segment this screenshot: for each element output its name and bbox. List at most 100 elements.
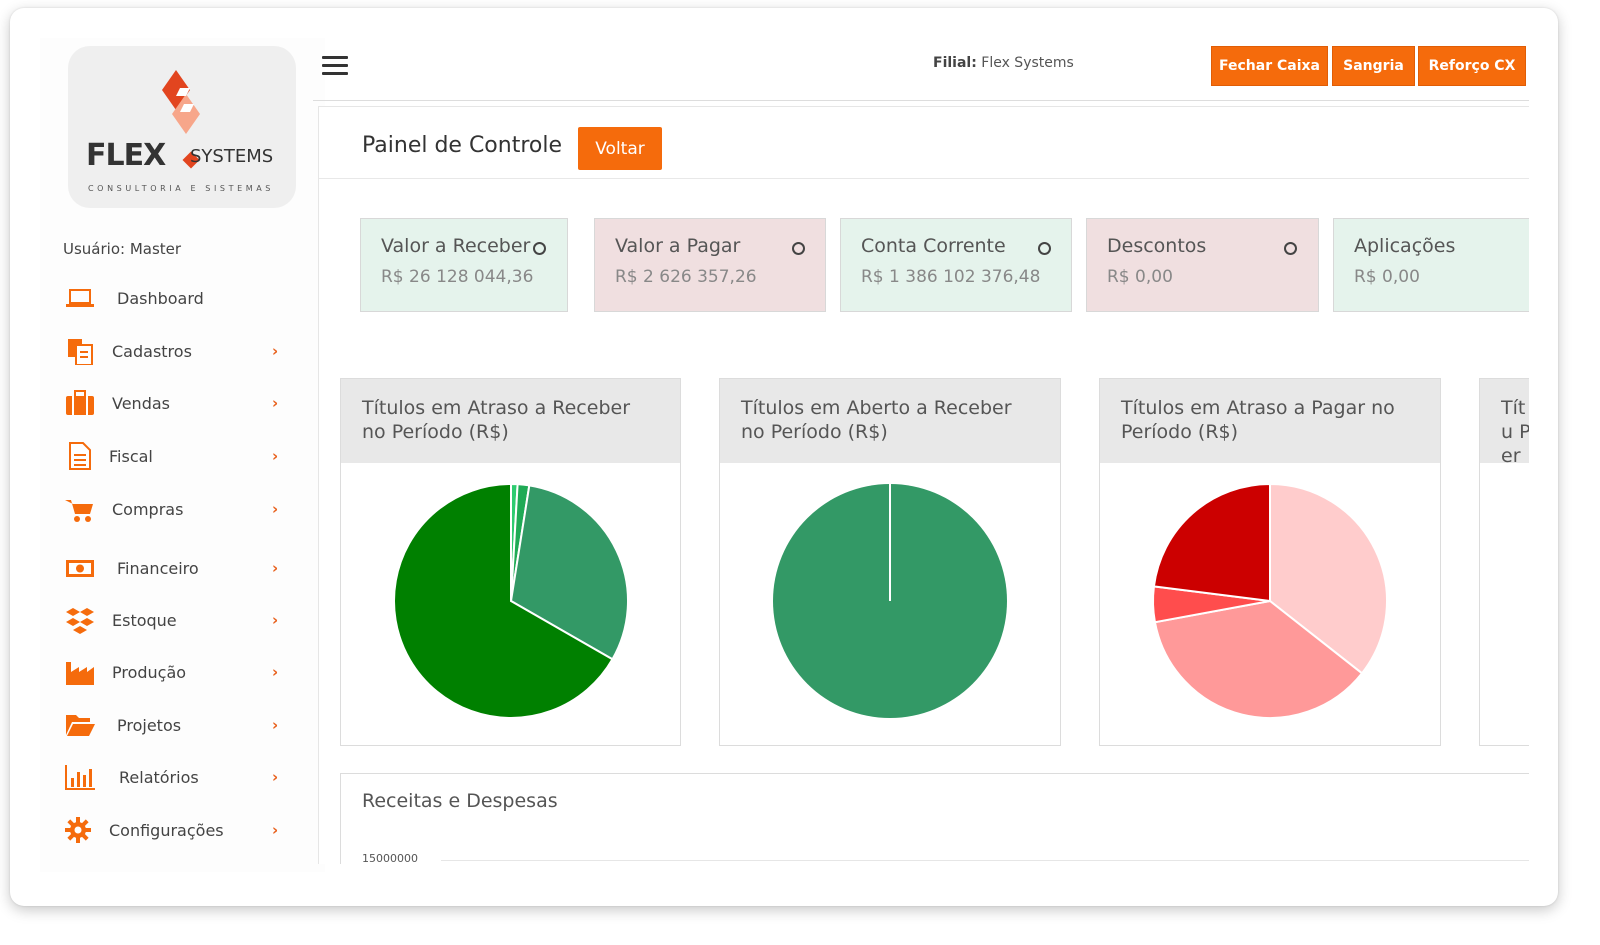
sidebar-item-dashboard[interactable]: Dashboard (40, 278, 300, 318)
stat-value: R$ 26 128 044,36 (381, 267, 534, 287)
cash-reinforcement-button[interactable]: Reforço CX (1418, 46, 1526, 86)
chevron-right-icon: › (272, 447, 279, 465)
stat-title: Conta Corrente (861, 235, 1006, 257)
sidebar-item-cadastros[interactable]: Cadastros › (40, 331, 300, 371)
stat-title: Valor a Pagar (615, 235, 741, 257)
folder-open-icon (66, 715, 95, 736)
back-button[interactable]: Voltar (578, 127, 662, 170)
sidebar-item-vendas[interactable]: Vendas › (40, 383, 300, 423)
withdrawal-button[interactable]: Sangria (1332, 46, 1415, 86)
chevron-right-icon: › (272, 500, 279, 518)
file-text-icon (69, 442, 91, 470)
chart-header: Títu Per (1480, 379, 1529, 467)
logo-tagline: CONSULTORIA E SISTEMAS (88, 184, 274, 193)
pie-slice[interactable] (1152, 482, 1271, 603)
chevron-right-icon: › (272, 716, 279, 734)
info-circle-icon[interactable] (1284, 242, 1297, 255)
chevron-right-icon: › (272, 821, 279, 839)
stat-card-investments[interactable]: Aplicações R$ 0,00 (1333, 218, 1529, 312)
money-icon (66, 560, 94, 577)
gear-icon (65, 817, 91, 843)
stat-card-payable[interactable]: Valor a Pagar R$ 2 626 357,26 (594, 218, 826, 312)
sidebar-item-label: Projetos (117, 715, 182, 735)
stat-value: R$ 1 386 102 376,48 (861, 267, 1041, 287)
sidebar-item-label: Cadastros (112, 341, 192, 361)
sidebar-item-configuracoes[interactable]: Configurações › (40, 810, 300, 850)
sidebar-item-label: Fiscal (109, 446, 153, 466)
branch-indicator: Filial: Flex Systems (933, 55, 1074, 71)
branch-label: Filial: (933, 55, 977, 71)
chart-card-partial: Títu Per (1479, 378, 1529, 746)
sidebar-item-projetos[interactable]: Projetos › (40, 705, 300, 745)
header-divider (313, 100, 1529, 101)
chart-title: Títulos em Atraso a Pagar no Período (R$… (1121, 397, 1395, 443)
user-prefix: Usuário: (63, 240, 126, 258)
chart-header: Títulos em Aberto a Receber no Período (… (720, 379, 1060, 463)
branch-value: Flex Systems (981, 55, 1074, 71)
laptop-icon (66, 289, 94, 307)
sidebar-item-compras[interactable]: Compras › (40, 489, 300, 529)
chart-title: Títulos em Aberto a Receber no Período (… (741, 397, 1012, 443)
boxes-icon (66, 608, 94, 634)
sidebar-item-relatorios[interactable]: Relatórios › (40, 757, 300, 797)
stat-card-discounts[interactable]: Descontos R$ 0,00 (1086, 218, 1319, 312)
logo-word: FLEX (86, 138, 166, 173)
chevron-right-icon: › (272, 768, 279, 786)
briefcase-icon (66, 390, 94, 415)
info-circle-icon[interactable] (792, 242, 805, 255)
stat-card-checking-account[interactable]: Conta Corrente R$ 1 386 102 376,48 (840, 218, 1072, 312)
chevron-right-icon: › (272, 611, 279, 629)
sidebar-item-label: Vendas (112, 393, 170, 413)
chart-title: Títu Per (1501, 397, 1529, 467)
factory-icon (66, 662, 94, 685)
info-circle-icon[interactable] (533, 242, 546, 255)
documents-icon (68, 339, 93, 365)
pie-chart (393, 482, 629, 719)
pie-chart (773, 484, 1007, 718)
sidebar-item-label: Financeiro (117, 558, 199, 578)
stat-value: R$ 0,00 (1107, 267, 1173, 287)
chevron-right-icon: › (272, 342, 279, 360)
revenue-expenses-card: Receitas e Despesas 15000000 (340, 773, 1529, 864)
sidebar-item-estoque[interactable]: Estoque › (40, 600, 300, 640)
sidebar-item-label: Compras (112, 499, 184, 519)
user-name: Master (129, 240, 182, 258)
y-axis-tick: 15000000 (362, 852, 418, 864)
pie-chart (1152, 482, 1388, 719)
sidebar: FLEX SYSTEMS CONSULTORIA E SISTEMAS Usuá… (40, 38, 325, 872)
menu-toggle-icon[interactable] (322, 56, 348, 78)
sidebar-item-label: Configurações (109, 820, 224, 840)
pie-slice[interactable] (509, 484, 629, 661)
close-cash-button[interactable]: Fechar Caixa (1211, 46, 1328, 86)
gridline (441, 860, 1529, 861)
stat-title: Aplicações (1354, 235, 1456, 257)
info-circle-icon[interactable] (1038, 242, 1051, 255)
sidebar-item-fiscal[interactable]: Fiscal › (40, 436, 300, 476)
flex-logo-icon (162, 70, 200, 134)
chart-card-overdue-payable: Títulos em Atraso a Pagar no Período (R$… (1099, 378, 1441, 746)
pie-slice[interactable] (1153, 599, 1364, 719)
chart-card-overdue-receivable: Títulos em Atraso a Receber no Período (… (340, 378, 681, 746)
chevron-right-icon: › (272, 559, 279, 577)
stat-card-receivable[interactable]: Valor a Receber R$ 26 128 044,36 (360, 218, 568, 312)
chart-title: Títulos em Atraso a Receber no Período (… (362, 397, 631, 443)
sidebar-item-label: Estoque (112, 610, 177, 630)
page-title: Painel de Controle (362, 133, 563, 158)
sidebar-item-label: Produção (112, 662, 187, 682)
main-content: Painel de Controle Voltar Valor a Recebe… (318, 106, 1529, 864)
sidebar-item-label: Dashboard (117, 288, 204, 308)
chart-card-open-receivable: Títulos em Aberto a Receber no Período (… (719, 378, 1061, 746)
app-window: FLEX SYSTEMS CONSULTORIA E SISTEMAS Usuá… (10, 8, 1558, 906)
sidebar-item-financeiro[interactable]: Financeiro › (40, 548, 300, 588)
sidebar-item-producao[interactable]: Produção › (40, 652, 300, 692)
stat-title: Descontos (1107, 235, 1207, 257)
chart-title: Receitas e Despesas (362, 790, 558, 812)
stat-value: R$ 2 626 357,26 (615, 267, 757, 287)
company-logo[interactable]: FLEX SYSTEMS CONSULTORIA E SISTEMAS (68, 46, 296, 208)
chevron-right-icon: › (272, 394, 279, 412)
pie-slice[interactable] (393, 482, 614, 719)
pie-slice[interactable] (1269, 482, 1388, 675)
stat-title: Valor a Receber (381, 235, 531, 257)
title-divider (319, 178, 1529, 179)
chevron-right-icon: › (272, 663, 279, 681)
